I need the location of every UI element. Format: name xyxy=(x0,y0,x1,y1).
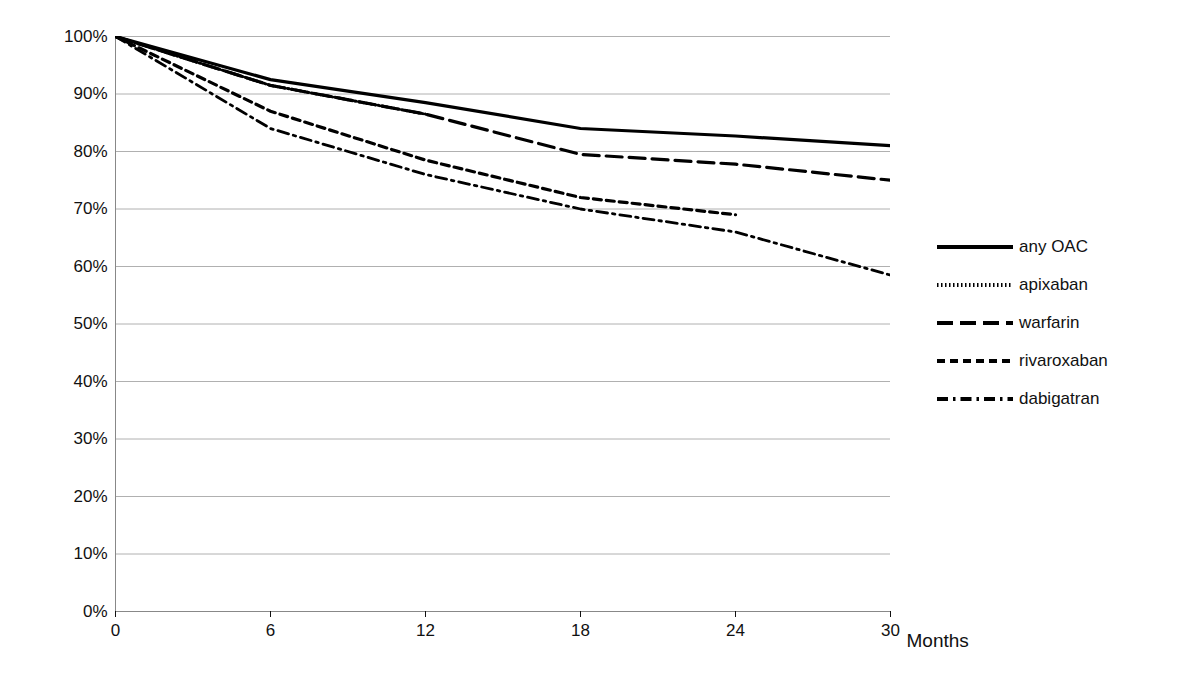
svg-text:30: 30 xyxy=(881,621,900,640)
svg-text:Months: Months xyxy=(907,630,969,651)
svg-text:24: 24 xyxy=(726,621,745,640)
svg-text:6: 6 xyxy=(266,621,275,640)
svg-text:80%: 80% xyxy=(73,142,107,161)
svg-text:30%: 30% xyxy=(73,429,107,448)
svg-text:0: 0 xyxy=(111,621,120,640)
html-text:apixaban: apixaban xyxy=(1019,275,1088,294)
svg-text:0%: 0% xyxy=(83,602,108,621)
svg-text:90%: 90% xyxy=(73,84,107,103)
svg-text:40%: 40% xyxy=(73,372,107,391)
svg-text:60%: 60% xyxy=(73,257,107,276)
html-text:any OAC: any OAC xyxy=(1019,237,1088,256)
html-text:dabigatran: dabigatran xyxy=(1019,389,1100,408)
html-text:warfarin: warfarin xyxy=(1019,313,1080,332)
svg-text:100%: 100% xyxy=(64,27,107,46)
svg-text:12: 12 xyxy=(416,621,435,640)
svg-text:18: 18 xyxy=(571,621,590,640)
svg-text:70%: 70% xyxy=(73,199,107,218)
html-text:rivaroxaban: rivaroxaban xyxy=(1019,351,1108,370)
svg-text:50%: 50% xyxy=(73,314,107,333)
svg-text:10%: 10% xyxy=(73,544,107,563)
svg-text:20%: 20% xyxy=(73,487,107,506)
